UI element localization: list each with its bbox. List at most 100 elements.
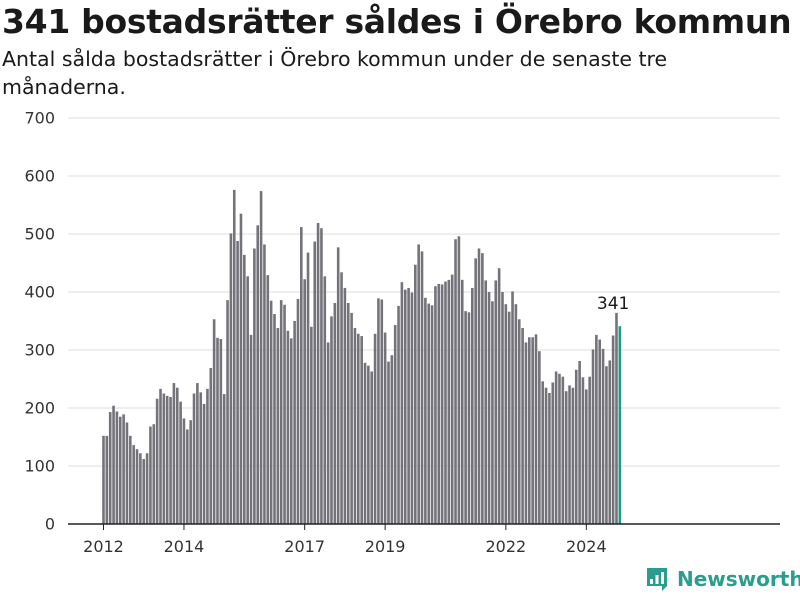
bar [108,412,112,524]
bar [186,429,189,524]
x-tick-label: 2012 [83,537,124,556]
bar [340,272,343,524]
bar [289,338,293,524]
bar [122,414,125,524]
bar [112,405,115,524]
bar [152,424,156,524]
chart-subtitle: Antal sålda bostadsrätter i Örebro kommu… [2,47,668,99]
gridlines [68,117,780,467]
bar [333,303,337,524]
bar [524,342,528,524]
bar [514,304,518,524]
bar [216,337,219,524]
newsworthy-logo-icon [647,568,667,591]
bar [330,316,333,524]
bar [414,264,417,524]
chart-title: 341 bostadsrätter såldes i Örebro kommun [2,2,792,41]
bar [222,394,226,524]
bar [581,377,585,524]
bar [105,435,109,524]
bar [182,418,186,524]
bar [424,297,427,524]
bar [269,300,273,524]
bar [159,388,162,524]
bar [346,303,350,524]
bar [118,416,122,524]
bar [517,319,521,524]
bar [266,275,270,524]
bar [175,387,179,524]
y-tick-label: 0 [45,515,55,534]
bar [313,241,317,525]
bar [454,239,457,524]
bar [450,274,454,524]
bar [434,286,437,524]
bar [605,366,608,524]
bar [608,360,612,524]
bar [585,389,588,524]
bar [226,300,229,524]
bar [279,300,283,524]
bar-highlight [618,326,622,524]
bar [548,392,551,524]
bar [551,382,555,524]
bar [336,247,340,524]
bar [561,376,565,524]
y-tick-label: 200 [24,399,55,418]
bar [243,254,246,524]
bar [534,334,538,524]
brand-name: Newsworthy [677,567,800,591]
bar [383,332,387,524]
bar [595,334,598,524]
bar [598,339,602,524]
bar [246,276,249,524]
bar [611,335,615,524]
bar [135,449,139,524]
y-tick-label: 400 [24,283,55,302]
bar [387,361,390,524]
bar [397,305,400,524]
bar [484,280,488,524]
bar [296,298,300,524]
bar [410,292,414,524]
bar [370,371,374,524]
bar [554,371,558,524]
bar [491,301,494,524]
bar [202,403,206,524]
bar [367,365,370,524]
bar [437,283,441,524]
bar [212,319,216,524]
bar [300,227,303,525]
bar [363,362,367,524]
y-tick-label: 300 [24,341,55,360]
bar [360,336,363,524]
bar [447,279,451,524]
bar [403,289,407,524]
bar [276,327,280,524]
bar [149,426,152,524]
bar [444,281,447,524]
bar [232,189,236,525]
bar [571,387,575,524]
bar [427,303,431,524]
y-tick-label: 500 [24,225,55,244]
bar [249,334,253,524]
x-tick-label: 2019 [365,537,406,556]
bar [192,393,196,524]
bar [528,337,531,524]
bar [464,311,467,524]
y-tick-label: 100 [24,457,55,476]
bar [380,299,384,524]
bar [142,459,146,524]
bar [115,411,119,524]
bar [544,387,548,524]
bar [504,304,508,524]
bar [286,330,290,524]
bar [417,244,420,524]
bar [531,337,534,524]
bar [209,367,213,524]
bar [460,279,464,524]
bar [162,393,166,524]
bar [306,252,310,524]
bar [350,312,353,524]
